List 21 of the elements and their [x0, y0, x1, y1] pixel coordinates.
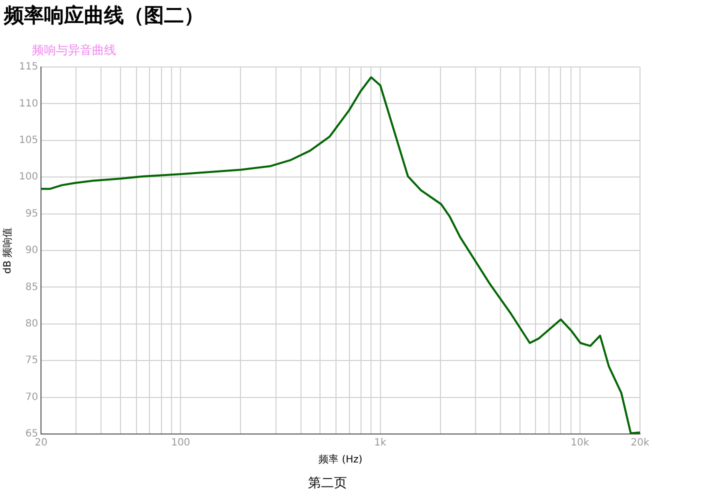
- y-tick-label: 95: [25, 208, 38, 220]
- x-tick-label: 1k: [374, 438, 387, 449]
- x-tick-label: 20k: [630, 438, 650, 449]
- x-tick-label: 10k: [570, 438, 590, 449]
- y-axis-title: dB 频响值: [2, 227, 14, 274]
- text: 第二页: [308, 475, 347, 492]
- x-axis-title: 频率 (Hz): [318, 454, 363, 466]
- y-tick-label: 110: [18, 98, 38, 110]
- y-tick-label: 85: [25, 282, 38, 293]
- y-tick-label: 90: [25, 245, 38, 256]
- y-tick-label: 75: [25, 355, 38, 366]
- y-tick-label: 70: [25, 392, 38, 403]
- x-tick-label: 20: [34, 438, 48, 449]
- y-tick-label: 80: [25, 318, 38, 330]
- y-tick-label: 100: [18, 172, 38, 183]
- chart-title: 频率响应曲线（图二）: [4, 2, 204, 29]
- chart-subtitle: 频响与异音曲线: [32, 42, 116, 59]
- x-tick-label: 100: [171, 438, 190, 449]
- y-tick-label: 105: [18, 134, 38, 146]
- y-tick-label: 65: [25, 428, 38, 440]
- y-tick-label: 115: [18, 62, 38, 73]
